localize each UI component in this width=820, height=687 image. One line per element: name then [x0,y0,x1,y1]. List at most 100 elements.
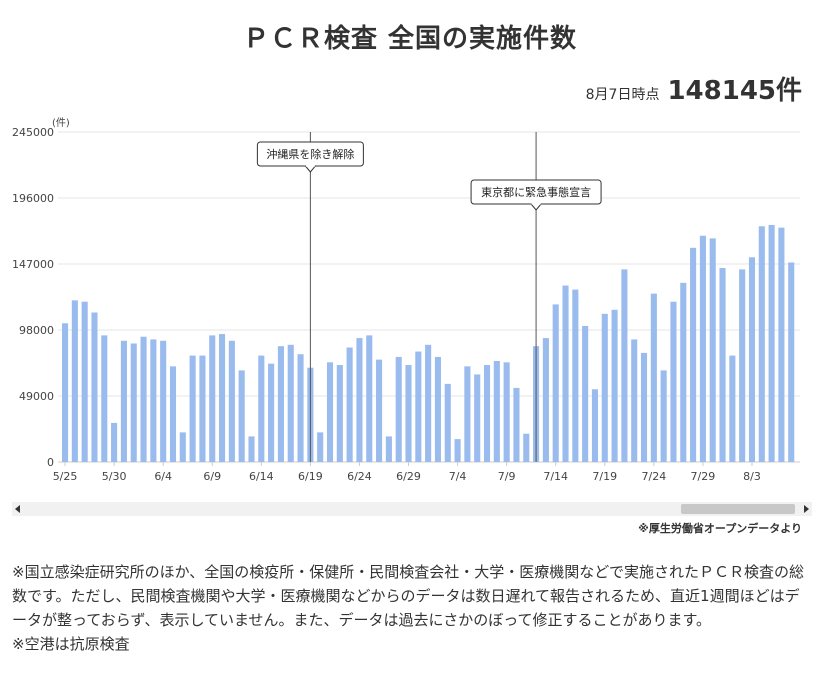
total-count: 148145件 [667,76,802,106]
bar[interactable] [287,344,294,462]
bar[interactable] [660,370,667,462]
bar[interactable] [434,356,441,462]
bar[interactable] [317,432,324,462]
x-tick-label: 7/19 [592,470,617,483]
bar[interactable] [395,356,402,462]
bar[interactable] [346,347,353,462]
page-title: ＰＣＲ検査 全国の実施件数 [242,24,578,54]
bar[interactable] [444,383,451,462]
bar[interactable] [650,293,657,462]
x-tick-label: 6/24 [347,470,372,483]
bar[interactable] [71,300,78,462]
bar[interactable] [474,374,481,462]
bar[interactable] [513,387,520,462]
bar[interactable] [336,365,343,462]
bar[interactable] [258,355,265,462]
bar[interactable] [562,285,569,462]
bar[interactable] [120,340,127,462]
bar[interactable] [219,334,226,462]
scrollbar-thumb[interactable] [681,504,795,514]
note-airport: ※空港は抗原検査 [12,635,130,653]
bar[interactable] [729,355,736,462]
bar[interactable] [228,340,235,462]
bar[interactable] [778,227,785,462]
as-of-date: 8月7日時点 [585,87,660,103]
x-tick-label: 6/14 [249,470,274,483]
y-tick-label: 98000 [19,324,54,337]
x-tick-label: 7/29 [691,470,716,483]
bar[interactable] [150,339,157,462]
bar[interactable] [699,235,706,462]
bar[interactable] [788,262,795,462]
bar[interactable] [719,268,726,462]
bar[interactable] [425,344,432,462]
x-tick-label: 6/29 [396,470,421,483]
bar[interactable] [405,365,412,462]
bar[interactable] [739,269,746,462]
bar[interactable] [582,325,589,462]
y-axis-label: (件) [52,117,70,129]
x-tick-label: 8/3 [743,470,761,483]
bar[interactable] [297,354,304,462]
bar[interactable] [160,340,167,462]
bar[interactable] [748,257,756,462]
bar[interactable] [81,301,88,462]
bar[interactable] [268,363,275,462]
bar[interactable] [591,389,599,462]
y-tick-label: 0 [47,456,54,469]
scroll-left-arrow-icon[interactable] [15,505,20,513]
bar[interactable] [130,343,137,462]
bar[interactable] [690,247,697,462]
bar[interactable] [169,366,177,462]
as-of-summary: 8月7日時点 148145件 [586,70,802,107]
bar[interactable] [601,313,608,462]
bar[interactable] [621,269,628,462]
x-tick-label: 6/4 [154,470,172,483]
y-tick-label: 147000 [12,258,54,271]
bar[interactable] [189,355,196,462]
bar[interactable] [523,433,530,462]
bar[interactable] [91,312,98,462]
bar[interactable] [415,351,422,462]
scroll-right-arrow-icon[interactable] [804,505,809,513]
bar[interactable] [140,336,147,462]
bar[interactable] [552,304,559,462]
bar[interactable] [670,301,677,462]
bar[interactable] [640,352,648,462]
bar[interactable] [709,238,716,462]
bar[interactable] [493,360,500,462]
event-label-pointer [530,203,543,211]
bar[interactable] [768,224,775,462]
bar[interactable] [111,422,118,462]
pcr-bar-chart: 0 49000 98000 147000 196000 245000(件) 5/25 5/30… [12,117,800,483]
event-label: 東京都に緊急事態宣言 [481,185,591,199]
bar[interactable] [376,359,383,462]
bar[interactable] [209,335,216,462]
bar[interactable] [631,339,638,462]
bar[interactable] [326,362,334,462]
bar[interactable] [356,338,363,462]
data-source: ※厚生労働省オープンデータより [638,522,802,535]
bar[interactable] [179,432,186,462]
bar[interactable] [238,370,245,462]
bar[interactable] [680,282,687,462]
bar[interactable] [277,346,284,462]
bar[interactable] [199,355,206,462]
bar[interactable] [366,335,373,462]
bar[interactable] [101,335,108,462]
bar[interactable] [454,439,461,462]
bar[interactable] [62,323,69,462]
bar[interactable] [385,436,392,462]
bar[interactable] [611,309,618,462]
bar[interactable] [503,362,510,462]
event-annotation: 東京都に緊急事態宣言 [470,132,602,462]
bar[interactable] [542,338,549,462]
bar[interactable] [464,366,471,462]
bar[interactable] [248,436,255,462]
bar[interactable] [572,289,579,462]
x-tick-label: 6/9 [203,470,221,483]
bar[interactable] [758,226,765,462]
chart-horizontal-scrollbar[interactable] [12,502,812,516]
y-tick-label: 196000 [12,192,54,205]
bar[interactable] [483,365,491,462]
